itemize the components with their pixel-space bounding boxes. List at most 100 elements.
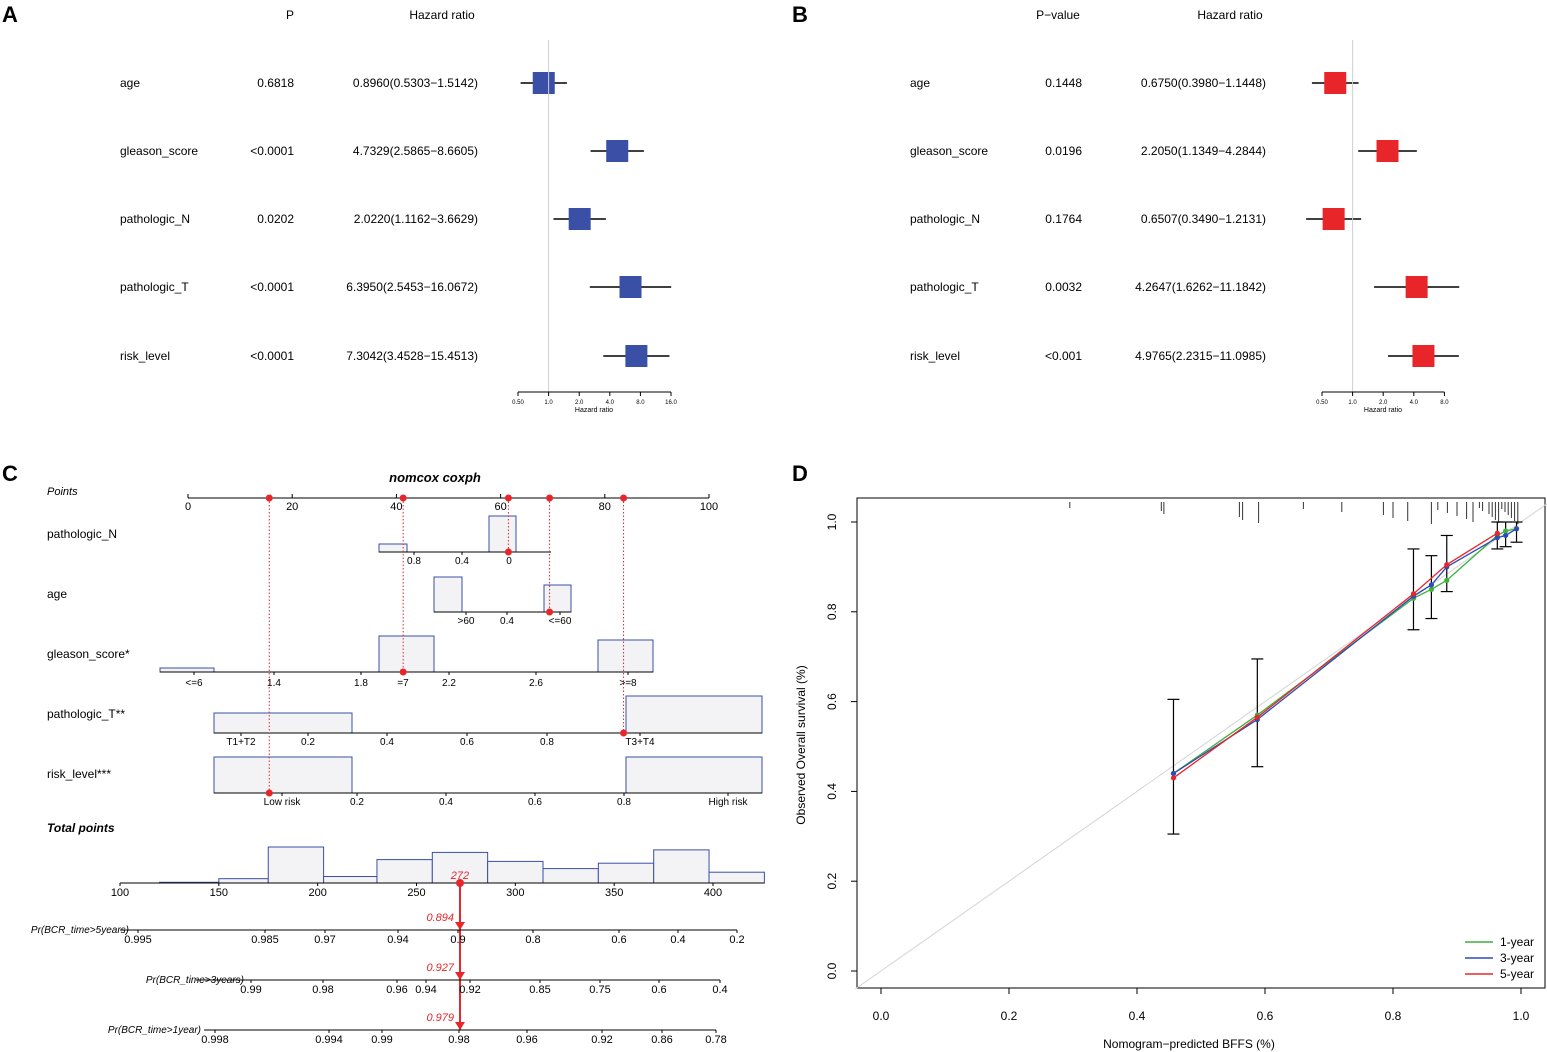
x-tick-label: 4.0 (1410, 400, 1419, 406)
points-tick-label: 20 (286, 501, 298, 513)
row-hazard-ratio: 6.3950(2.5453−16.0672) (346, 280, 478, 294)
panel-label-a: A (2, 2, 18, 27)
outcome-tick-label: 0.995 (124, 934, 152, 946)
variable-tick-label: 0.8 (407, 556, 421, 567)
outcome-value-label: 0.894 (426, 912, 454, 924)
selected-value-marker (504, 548, 512, 556)
x-tick-label: 0.8 (1385, 1009, 1402, 1023)
points-tick-label: 40 (390, 501, 402, 513)
total-tick-label: 300 (506, 887, 524, 899)
x-tick-label: 0.6 (1257, 1009, 1274, 1023)
calibration-point-5-year (1254, 714, 1260, 720)
total-histogram-bar (708, 871, 765, 884)
variable-histogram-bar (378, 635, 435, 673)
total-histogram-bar (487, 860, 544, 884)
row-p-value: <0.0001 (250, 349, 294, 363)
total-tick-label: 100 (111, 887, 129, 899)
row-name: age (910, 76, 930, 90)
calibration-point-5-year (1170, 775, 1177, 781)
total-histogram-bar (597, 862, 655, 884)
hr-box (606, 140, 629, 162)
total-histogram-bar (376, 859, 433, 884)
row-p-value: 0.0032 (1045, 280, 1082, 294)
y-tick-label: 0.2 (825, 873, 839, 890)
calibration-point-1-year (1503, 528, 1509, 534)
panel-label-d: D (792, 461, 808, 486)
row-hazard-ratio: 4.9765(2.2315−11.0985) (1135, 349, 1266, 363)
row-p-value: 0.1764 (1045, 212, 1082, 226)
outcome-value-label: 0.979 (426, 1012, 454, 1024)
x-tick-label: 0.2 (1001, 1009, 1018, 1023)
variable-tick-label: 2.6 (529, 678, 543, 689)
x-tick-label: 1.0 (1348, 400, 1357, 406)
calibration-point-1-year (1444, 577, 1450, 583)
variable-histogram-bar (159, 667, 215, 673)
row-hazard-ratio: 2.0220(1.1162−3.6629) (354, 212, 478, 226)
outcome-tick-label: 0.94 (415, 984, 436, 996)
nomogram-c: nomcox coxph Points Total points 0 20 40 60… (31, 470, 765, 1046)
points-tick-label: 80 (599, 501, 611, 513)
row-name: pathologic_T (910, 280, 979, 294)
panel-label-b: B (792, 2, 808, 27)
points-marker (620, 494, 628, 502)
variable-tick-label: >60 (458, 616, 475, 627)
points-marker (546, 494, 554, 502)
outcome-label: Pr(BCR_time>5years) (31, 925, 129, 936)
outcome-tick-label: 0.8 (525, 934, 540, 946)
y-tick-label: 0.6 (825, 693, 839, 710)
x-tick-label: 8.0 (636, 400, 645, 406)
y-axis-label: Observed Overall survival (%) (794, 665, 808, 824)
row-p-value: 0.6818 (257, 76, 294, 90)
row-hazard-ratio: 0.6750(0.3980−1.1448) (1141, 76, 1266, 90)
variable-tick-label: 1.8 (354, 678, 368, 689)
calibration-point-5-year (1494, 530, 1500, 536)
variable-histogram-bar (213, 712, 353, 734)
forest-plot-b: P−value Hazard ratio age 0.1448 0.6750(0.3… (910, 8, 1460, 414)
variable-tick-label: 0.2 (301, 737, 315, 748)
outcome-tick-label: 0.78 (705, 1034, 726, 1046)
outcome-tick-label: 0.99 (240, 984, 261, 996)
hr-header: Hazard ratio (409, 8, 475, 22)
calibration-line-1-year (1173, 528, 1517, 774)
variable-tick-label: 0.4 (500, 616, 514, 627)
calibration-point-3-year (1170, 770, 1177, 777)
total-histogram-bar (267, 846, 325, 884)
x-tick-label: 1.0 (544, 400, 553, 406)
hr-box (532, 72, 555, 94)
legend-label: 1-year (1500, 935, 1534, 949)
hr-box (619, 276, 642, 298)
outcome-tick-label: 0.97 (314, 934, 335, 946)
variable-histogram-bar (213, 756, 353, 794)
variable-tick-label: T1+T2 (226, 737, 256, 748)
variable-tick-label: 0.4 (455, 556, 469, 567)
legend-label: 3-year (1500, 951, 1534, 965)
hr-box (1322, 208, 1345, 230)
row-p-value: 0.1448 (1045, 76, 1082, 90)
variable-tick-label: =7 (397, 678, 409, 689)
row-hazard-ratio: 4.2647(1.6262−11.1842) (1135, 280, 1266, 294)
x-tick-label: 1.0 (1513, 1009, 1530, 1023)
total-points-label: Total points (47, 821, 115, 835)
axis-label: Hazard ratio (575, 407, 613, 414)
p-header: P (286, 8, 294, 22)
outcome-tick-label: 0.985 (251, 934, 279, 946)
variable-tick-label: High risk (709, 797, 749, 808)
y-tick-label: 0.0 (825, 962, 839, 979)
row-name: age (120, 76, 140, 90)
variable-name: risk_level*** (47, 767, 111, 781)
x-tick-label: 0.50 (1316, 400, 1328, 406)
variable-tick-label: 0.4 (380, 737, 394, 748)
outcome-tick-label: 0.99 (371, 1034, 392, 1046)
variable-tick-label: 2.2 (442, 678, 456, 689)
total-tick-label: 200 (308, 887, 326, 899)
outcome-tick-label: 0.85 (529, 984, 550, 996)
selected-value-marker (620, 729, 628, 737)
axis-label: Hazard ratio (1364, 407, 1402, 414)
ideal-diagonal (855, 503, 1547, 990)
x-tick-label: 8.0 (1440, 400, 1449, 406)
row-p-value: <0.001 (1045, 349, 1082, 363)
variable-tick-label: <=6 (185, 678, 203, 689)
outcome-label: Pr(BCR_time>1year) (108, 1025, 201, 1036)
variable-tick-label: 1.4 (267, 678, 281, 689)
row-p-value: 0.0196 (1045, 144, 1082, 158)
